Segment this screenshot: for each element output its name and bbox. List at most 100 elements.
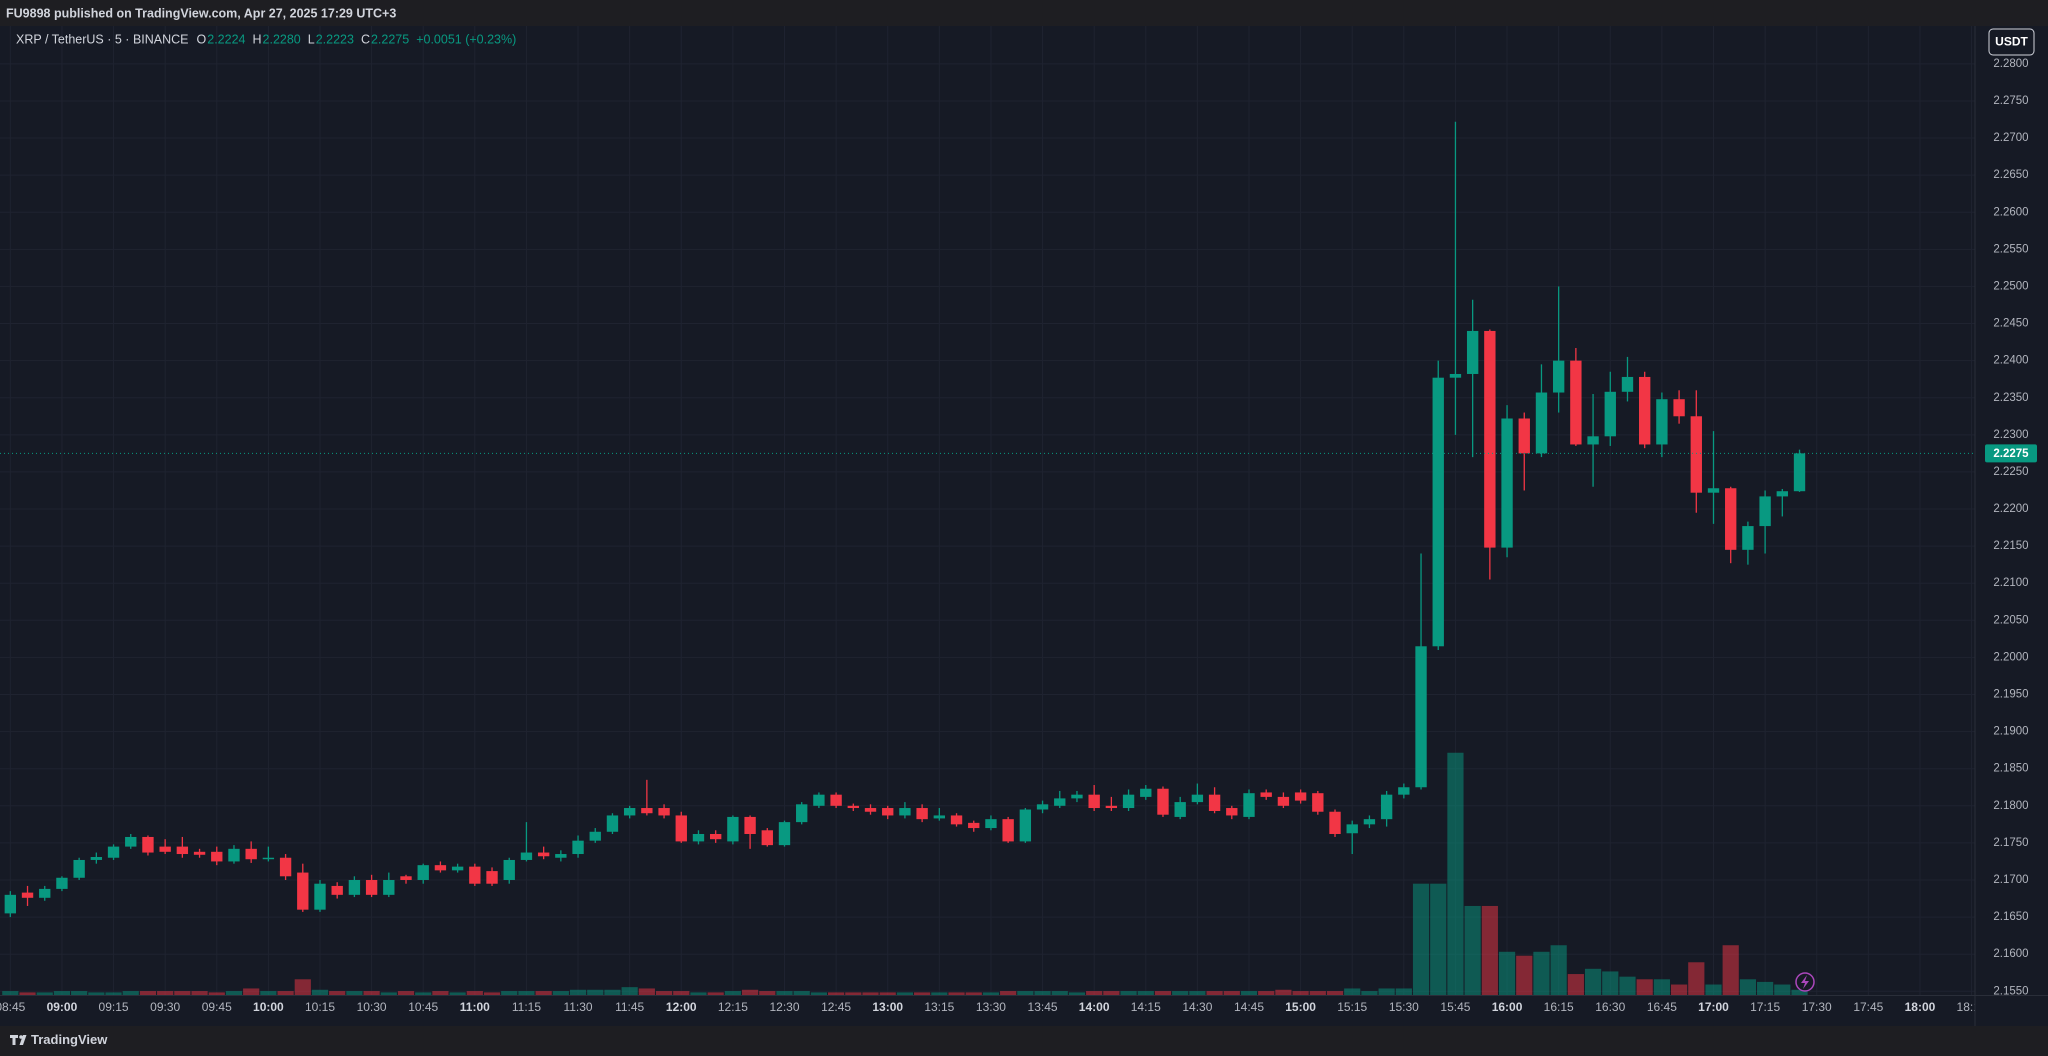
candle-body <box>1036 804 1049 810</box>
y-tick-label: 2.1550 <box>1993 985 2028 997</box>
volume-bar <box>208 992 225 995</box>
last-price-label: 2.2275 <box>1993 448 2029 460</box>
y-tick-label: 2.2000 <box>1993 651 2028 663</box>
legend-key: L <box>308 32 315 46</box>
last-price-box <box>1985 444 2037 463</box>
x-tick-label: 11:15 <box>512 1000 541 1014</box>
x-tick-label: 15:30 <box>1389 1000 1419 1014</box>
x-tick-label: 08:45 <box>0 1000 26 1014</box>
currency-label[interactable]: USDT <box>1995 35 2028 49</box>
x-tick-label: 17:45 <box>1853 1000 1883 1014</box>
volume-bar <box>483 992 501 995</box>
candle-body <box>1157 788 1169 815</box>
candle-body <box>1587 436 1599 445</box>
currency-button[interactable] <box>1988 28 2035 56</box>
candle-body <box>1415 646 1427 788</box>
candle-body <box>279 857 292 877</box>
x-tick-label: 14:15 <box>1131 1000 1161 1014</box>
volume-bar <box>1567 974 1584 995</box>
x-tick-label: 16:15 <box>1544 1000 1574 1014</box>
candle-body <box>744 816 756 834</box>
volume-bar <box>931 992 948 995</box>
volume-bar <box>1068 992 1086 995</box>
candle-body <box>1140 788 1152 797</box>
candle-body <box>39 888 51 898</box>
candle-body <box>503 859 515 880</box>
candle-body <box>314 883 326 910</box>
candle-body <box>434 865 447 871</box>
y-tick-label: 2.1950 <box>1993 689 2028 701</box>
candle-body <box>176 846 189 855</box>
volume-bar <box>1636 979 1653 995</box>
candle-body <box>1054 798 1066 806</box>
volume-bar <box>501 991 518 995</box>
candle-body <box>228 848 240 862</box>
y-tick-label: 2.1650 <box>1993 911 2028 923</box>
volume-bar <box>948 992 965 995</box>
candle-body <box>1432 377 1444 647</box>
y-tick-label: 2.1900 <box>1993 726 2028 738</box>
x-tick-label: 09:45 <box>202 1000 232 1014</box>
volume-bar <box>1722 945 1739 995</box>
y-tick-label: 2.2500 <box>1993 280 2028 292</box>
volume-bar <box>1516 955 1533 995</box>
volume-bar <box>655 991 673 995</box>
brand-logo <box>10 1035 27 1045</box>
volume-bar <box>1137 991 1154 995</box>
candle-body <box>968 822 980 829</box>
volume-bar <box>776 991 793 995</box>
x-tick-label: 17:00 <box>1698 1000 1729 1014</box>
x-tick-label: 10:30 <box>357 1000 387 1014</box>
volume-bar <box>294 979 311 995</box>
volume-bar <box>1705 984 1722 995</box>
candle-body <box>1742 526 1754 550</box>
x-tick-label: 10:00 <box>253 1000 284 1014</box>
legend-value: 2.2223 <box>316 32 354 46</box>
volume-bar <box>724 991 741 995</box>
x-tick-label: 10:15 <box>305 1000 335 1014</box>
volume-bar <box>243 988 260 995</box>
x-tick-label: 13:15 <box>924 1000 954 1014</box>
volume-bar <box>88 992 105 995</box>
volume-bar <box>415 992 432 995</box>
candle-body <box>864 808 877 812</box>
legend-value: 2.2275 <box>371 32 409 46</box>
volume-bar <box>569 989 587 995</box>
candle-body <box>1570 360 1582 445</box>
volume-bar <box>53 991 71 995</box>
legend-key: C <box>361 32 370 46</box>
candle-body <box>1535 392 1548 454</box>
volume-bar <box>1619 976 1636 995</box>
x-tick-label: 12:45 <box>821 1000 851 1014</box>
y-tick-label: 2.2650 <box>1993 169 2028 181</box>
volume-bar <box>1292 991 1309 995</box>
candle-body <box>555 854 567 858</box>
price-axis-panel <box>1975 26 2048 1026</box>
y-tick-label: 2.2250 <box>1993 466 2028 478</box>
volume-bar <box>810 992 828 995</box>
candle-body <box>56 877 68 889</box>
volume-bar <box>552 991 569 995</box>
volume-bar <box>1757 981 1774 995</box>
candle-body <box>1656 399 1668 445</box>
candle-body <box>1329 811 1341 834</box>
volume-bar <box>1584 968 1602 995</box>
alert-icon[interactable] <box>1795 972 1815 992</box>
candle-body <box>675 815 687 842</box>
volume-bar <box>1430 883 1447 995</box>
candle-body <box>211 851 223 862</box>
volume-bar <box>71 991 88 995</box>
volume-bar <box>122 991 139 995</box>
alert-icon-bolt[interactable] <box>1801 975 1809 989</box>
volume-bar <box>260 991 277 995</box>
volume-bar <box>1154 991 1172 995</box>
candle-body <box>90 856 103 860</box>
candle-body <box>1725 488 1737 550</box>
candle-body <box>882 808 894 816</box>
candle-body <box>796 804 808 823</box>
volume-bar <box>1791 989 1808 995</box>
y-tick-label: 2.2050 <box>1993 614 2028 626</box>
volume-bar <box>1498 951 1516 995</box>
candle-body <box>727 816 739 842</box>
